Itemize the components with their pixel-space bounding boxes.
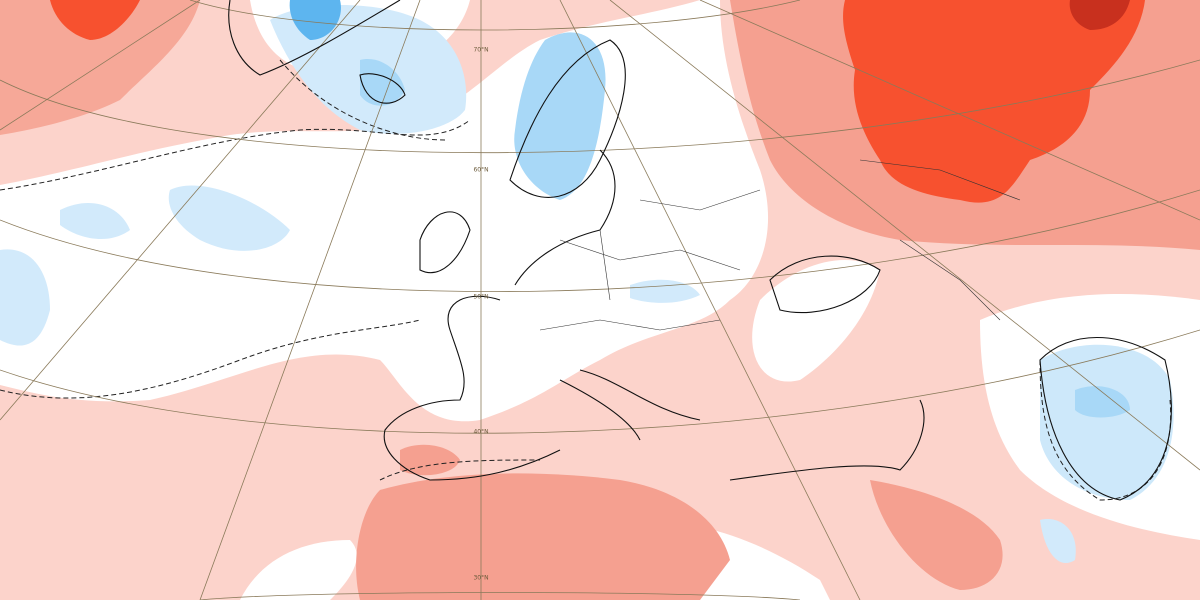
warm-area xyxy=(356,473,730,600)
warm-area xyxy=(0,0,200,135)
cool-area xyxy=(168,185,290,251)
contour xyxy=(0,119,471,191)
cool-area xyxy=(630,279,700,303)
latitude-label: 40°N xyxy=(473,429,488,436)
latitude-label: 70°N xyxy=(473,47,488,54)
hot-area xyxy=(843,0,1145,203)
neutral-area xyxy=(240,540,357,600)
latitude-label: 60°N xyxy=(473,167,488,174)
cool-area xyxy=(60,202,130,240)
cold-area xyxy=(514,32,606,200)
latitude-label: 50°N xyxy=(473,294,488,301)
borders xyxy=(539,159,1021,331)
very-hot-area xyxy=(1069,0,1130,30)
contour xyxy=(379,459,541,481)
cold-area xyxy=(1075,386,1130,418)
cool-area xyxy=(1040,519,1076,564)
hot-area xyxy=(50,0,140,40)
neutral-area xyxy=(752,260,880,382)
colder-area xyxy=(289,0,341,40)
cool-area xyxy=(1040,344,1174,500)
cool-area xyxy=(0,249,50,346)
latitude-label: 30°N xyxy=(473,575,488,582)
warm-area xyxy=(870,480,1003,590)
contour xyxy=(279,59,446,141)
warm-area xyxy=(400,444,460,476)
